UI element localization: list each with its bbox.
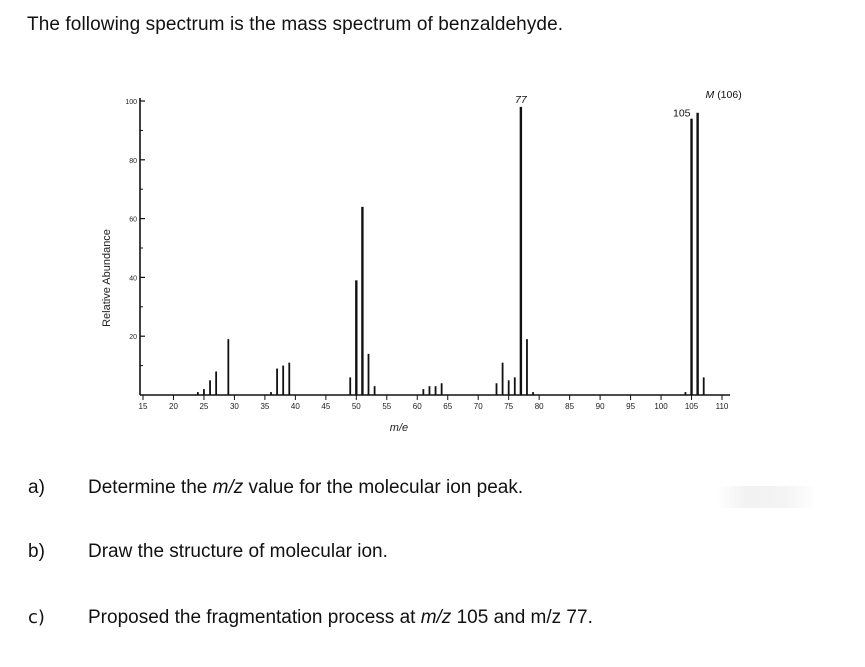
- peak-bar-39: [288, 362, 291, 395]
- x-tick-label: 30: [230, 402, 239, 411]
- x-tick-label: 100: [654, 402, 668, 411]
- peak-bar-38: [282, 365, 285, 395]
- x-tick-label: 50: [352, 402, 361, 411]
- peak-bar-106: [696, 112, 699, 395]
- x-tick-label: 45: [321, 402, 330, 411]
- question-b-text: Draw the structure of molecular ion.: [88, 541, 388, 562]
- x-tick-label: 95: [626, 402, 635, 411]
- question-b-letter: b): [28, 541, 45, 562]
- peak-bar-64: [440, 383, 443, 395]
- peak-bar-107: [702, 377, 705, 395]
- mass-spectrum-chart: 20 40 60 80 100 15 20 25 30 35 40 45 50 55 60 65 70 75 80 8…: [101, 89, 742, 434]
- peak-bar-78: [526, 339, 528, 395]
- peak-bar-37: [276, 368, 278, 395]
- peak-bar-76: [513, 377, 516, 395]
- peak-bar-74: [501, 362, 504, 395]
- peak-bar-27: [215, 371, 218, 395]
- question-c-text: Proposed the fragmentation process at m/…: [88, 607, 593, 628]
- peak-bar-36: [270, 392, 272, 395]
- x-tick-label: 35: [260, 402, 269, 411]
- x-tick-label: 90: [596, 402, 605, 411]
- intro-text: The following spectrum is the mass spect…: [27, 14, 564, 35]
- question-c-letter: c): [28, 607, 45, 628]
- y-tick-label: 80: [129, 158, 137, 165]
- peak-bar-51: [361, 206, 364, 395]
- y-tick-label: 60: [129, 217, 137, 224]
- peak-bar-104: [684, 392, 687, 395]
- x-tick-label: 40: [291, 402, 300, 411]
- x-tick-label: 110: [716, 402, 729, 411]
- x-axis-label: m/e: [390, 422, 408, 434]
- x-tick-label: 80: [535, 402, 544, 411]
- y-tick-label: 100: [125, 99, 137, 106]
- peak-bar-24: [196, 392, 199, 395]
- scan-smudge: [716, 486, 816, 508]
- x-tick-label: 55: [382, 402, 391, 411]
- chart-labels: 20 40 60 80 100 15 20 25 30 35 40 45 50 55 60 65 70 75 80 8…: [101, 89, 742, 434]
- peak-annotation-106: M (106): [706, 89, 742, 101]
- y-tick-label: 20: [129, 334, 137, 341]
- x-tick-label: 65: [443, 402, 452, 411]
- x-tick-label: 105: [685, 402, 699, 411]
- peak-bar-25: [203, 389, 205, 395]
- chart-peaks: [196, 106, 705, 395]
- peak-annotation-105: 105: [673, 108, 691, 120]
- x-tick-label: 70: [474, 402, 483, 411]
- peak-bar-50: [355, 280, 358, 395]
- peak-bar-61: [422, 389, 425, 395]
- peak-bar-75: [507, 380, 510, 395]
- peak-annotation-77: 77: [515, 94, 528, 106]
- x-tick-label: 60: [413, 402, 422, 411]
- peak-bar-62: [428, 386, 431, 395]
- peak-bar-79: [532, 392, 534, 395]
- x-tick-label: 20: [169, 402, 178, 411]
- x-tick-label: 85: [565, 402, 574, 411]
- question-a-letter: a): [28, 477, 45, 498]
- peak-bar-105: [690, 118, 693, 395]
- x-tick-label: 15: [139, 402, 148, 411]
- peak-bar-53: [373, 386, 376, 395]
- peak-bar-77: [519, 106, 523, 395]
- peak-bar-63: [434, 386, 437, 395]
- peak-bar-29: [227, 339, 230, 395]
- peak-bar-49: [349, 377, 352, 395]
- y-tick-label: 40: [129, 275, 137, 282]
- peak-bar-26: [209, 380, 211, 395]
- x-tick-label: 25: [199, 402, 208, 411]
- peak-bar-73: [495, 383, 498, 395]
- question-a-text: Determine the m/z value for the molecula…: [88, 477, 524, 498]
- x-tick-label: 75: [504, 402, 513, 411]
- peak-bar-52: [367, 353, 370, 395]
- y-axis-label: Relative Abundance: [101, 229, 113, 327]
